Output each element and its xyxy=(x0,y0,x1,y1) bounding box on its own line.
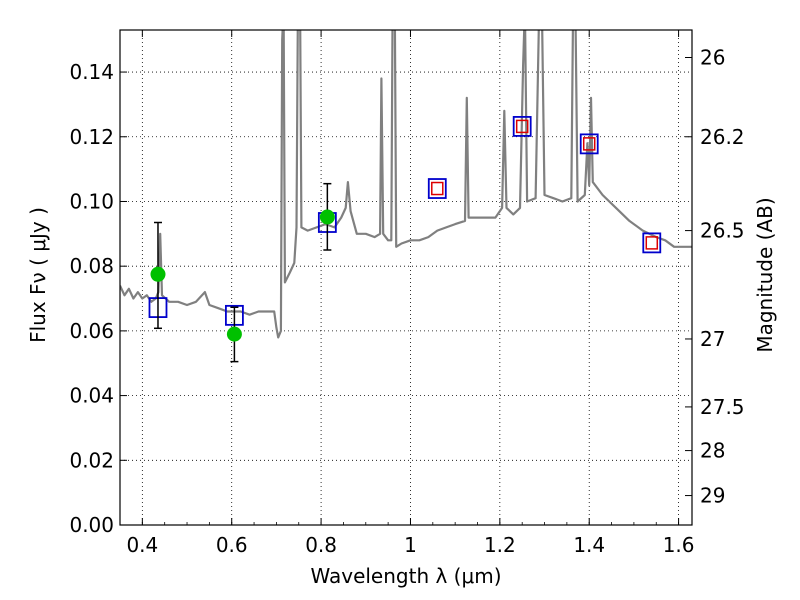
x-tick-label: 0.8 xyxy=(305,533,337,557)
x-tick-label: 0.6 xyxy=(216,533,248,557)
model-photometry-box xyxy=(642,232,662,254)
y-tick-label: 0.08 xyxy=(69,254,114,278)
x-tick-label: 1.4 xyxy=(573,533,605,557)
model-photometry-box xyxy=(427,178,447,199)
y2-tick-label: 27.5 xyxy=(700,395,745,419)
y-tick-label: 0.12 xyxy=(69,125,114,149)
y2-tick-label: 26 xyxy=(700,46,725,70)
y2-tick-label: 26.2 xyxy=(700,125,745,149)
model-photometry-inner-box xyxy=(645,236,659,250)
model-photometry-box xyxy=(512,116,532,137)
model-photometry-inner-box xyxy=(582,137,596,151)
x-tick-label: 1 xyxy=(404,533,417,557)
y2-tick-label: 29 xyxy=(700,484,725,508)
plot-frame xyxy=(119,29,693,526)
y-tick-label: 0.06 xyxy=(69,319,114,343)
observed-point xyxy=(150,266,166,282)
y-tick-label: 0.10 xyxy=(69,189,114,213)
model-photometry-inner-box xyxy=(515,119,529,134)
y2-axis-label: Magnitude (AB) xyxy=(753,197,777,352)
y-tick-label: 0.04 xyxy=(69,384,114,408)
observed-point xyxy=(319,209,335,225)
y2-tick-label: 27 xyxy=(700,327,725,351)
observed-point xyxy=(226,326,242,342)
model-photometry-inner-box xyxy=(431,181,444,196)
x-tick-label: 0.4 xyxy=(126,533,158,557)
x-axis-label: Wavelength λ (μm) xyxy=(310,564,501,588)
ticks: 0.4 0.6 0.8 1 1.2 1.4 1.6 0.00 0.02 0.04 0.06 0.08 0… xyxy=(69,30,745,557)
grid xyxy=(120,30,692,525)
x-tick-label: 1.6 xyxy=(663,533,695,557)
model-spectrum-line xyxy=(120,30,692,339)
plot-area xyxy=(120,30,692,363)
y-tick-label: 0.14 xyxy=(69,60,114,84)
y-axis-label: Flux Fν ( μJy ) xyxy=(26,207,50,343)
x-tick-label: 1.2 xyxy=(484,533,516,557)
y-tick-label: 0.02 xyxy=(69,448,114,472)
y2-tick-label: 26.5 xyxy=(700,219,745,243)
y2-tick-label: 28 xyxy=(700,439,725,463)
model-photometry-box xyxy=(579,133,599,155)
y-tick-label: 0.00 xyxy=(69,513,114,537)
